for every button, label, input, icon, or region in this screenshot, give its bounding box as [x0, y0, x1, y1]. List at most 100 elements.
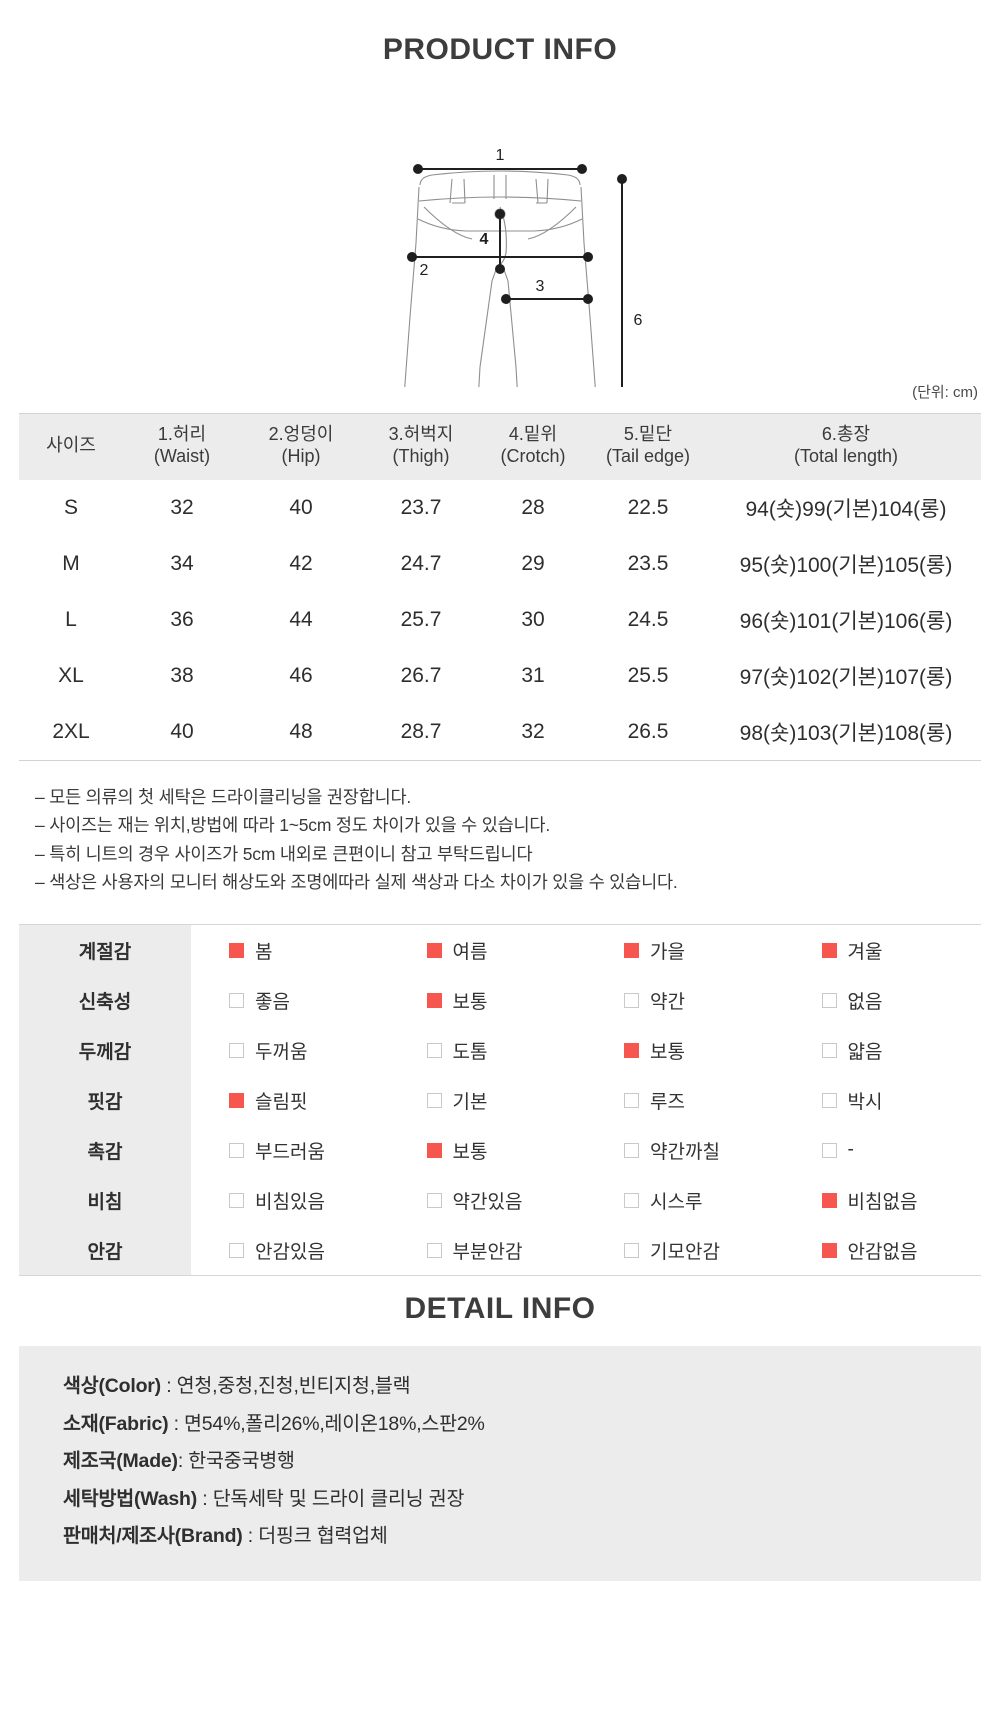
detail-value: 더핑크 협력업체: [258, 1525, 388, 1548]
cell-waist: 32: [123, 479, 241, 536]
attribute-option-slightly-rough[interactable]: 약간까칠: [586, 1137, 784, 1164]
checkbox-unchecked-icon[interactable]: [821, 992, 837, 1008]
attribute-option-label: 기본: [452, 1091, 488, 1113]
attribute-option-no-lining[interactable]: 안감없음: [784, 1237, 982, 1264]
checkbox-unchecked-icon[interactable]: [624, 992, 639, 1008]
attribute-option-opaque[interactable]: 비침없음: [784, 1187, 982, 1214]
detail-value: 연청,중청,진청,빈티지청,블랙: [176, 1375, 411, 1398]
cell-waist: 36: [123, 591, 241, 648]
attribute-option-good[interactable]: 좋음: [191, 987, 389, 1014]
pants-measurement-diagram: 1 2 3 4 5 6: [0, 67, 1000, 387]
checkbox-unchecked-icon[interactable]: [229, 1242, 244, 1258]
diagram-marker-3: 3: [536, 278, 545, 295]
checkbox-unchecked-icon[interactable]: [229, 1192, 244, 1208]
checkbox-unchecked-icon[interactable]: [624, 1092, 639, 1108]
attribute-options: 두꺼움 도톰 보통 얇음: [191, 1025, 982, 1076]
attribute-option-thick[interactable]: 두꺼움: [191, 1037, 389, 1064]
attribute-option-medium-thick[interactable]: 도톰: [389, 1037, 587, 1064]
checkbox-unchecked-icon[interactable]: [426, 1192, 442, 1208]
attribute-option-winter[interactable]: 겨울: [784, 937, 982, 964]
attribute-option-loose[interactable]: 루즈: [586, 1087, 784, 1114]
attribute-label: 촉감: [19, 1125, 191, 1176]
attribute-label: 안감: [19, 1225, 191, 1276]
attribute-option-partial-lining[interactable]: 부분안감: [389, 1237, 587, 1264]
checkbox-checked-icon[interactable]: [426, 1142, 442, 1158]
cell-total: 94(숏)99(기본)104(롱): [711, 479, 981, 536]
checkbox-unchecked-icon[interactable]: [624, 1142, 639, 1158]
checkbox-unchecked-icon[interactable]: [229, 1142, 244, 1158]
attribute-option-label: 겨울: [847, 941, 883, 963]
checkbox-checked-icon[interactable]: [229, 1092, 244, 1108]
cell-tail: 24.5: [585, 591, 711, 648]
checkbox-unchecked-icon[interactable]: [624, 1192, 639, 1208]
attribute-option-normal[interactable]: 보통: [389, 987, 587, 1014]
checkbox-unchecked-icon[interactable]: [426, 1042, 442, 1058]
header-thigh: 3.허벅지 (Thigh): [388, 424, 454, 466]
header-hip: 2.엉덩이 (Hip): [268, 424, 334, 466]
cell-waist: 40: [123, 703, 241, 761]
detail-info-block: 색상(Color) : 연청,중청,진청,빈티지청,블랙 소재(Fabric) …: [19, 1346, 981, 1582]
checkbox-unchecked-icon[interactable]: [229, 992, 244, 1008]
attribute-options: 부드러움 보통 약간까칠 -: [191, 1125, 982, 1176]
checkbox-checked-icon[interactable]: [821, 942, 837, 958]
checkbox-checked-icon[interactable]: [821, 1192, 837, 1208]
attribute-option-slight[interactable]: 약간있음: [389, 1187, 587, 1214]
checkbox-unchecked-icon[interactable]: [821, 1092, 837, 1108]
attribute-option-basic[interactable]: 기본: [389, 1087, 587, 1114]
attribute-option-label: 안감있음: [255, 1241, 325, 1263]
attribute-option-soft[interactable]: 부드러움: [191, 1137, 389, 1164]
attribute-option-label: 약간까칠: [650, 1141, 720, 1163]
cell-size: S: [19, 479, 123, 536]
checkbox-checked-icon[interactable]: [229, 942, 244, 958]
cell-crotch: 29: [481, 535, 585, 592]
detail-line-wash: 세탁방법(Wash) : 단독세탁 및 드라이 클리닝 권장: [63, 1481, 981, 1518]
size-table: 사이즈 1.허리 (Waist) 2.엉덩이 (Hip) 3.허벅지 (Thig…: [19, 413, 981, 761]
checkbox-checked-icon[interactable]: [426, 992, 442, 1008]
checkbox-checked-icon[interactable]: [624, 1042, 639, 1058]
note-line: – 사이즈는 재는 위치,방법에 따라 1~5cm 정도 차이가 있을 수 있습…: [35, 815, 550, 836]
checkbox-unchecked-icon[interactable]: [821, 1142, 837, 1158]
attribute-option-label: 부분안감: [452, 1241, 523, 1263]
attribute-option-slim-fit[interactable]: 슬림핏: [191, 1087, 389, 1114]
attribute-option-lined[interactable]: 안감있음: [191, 1237, 389, 1264]
checkbox-unchecked-icon[interactable]: [229, 1042, 244, 1058]
attribute-label: 두께감: [19, 1025, 191, 1076]
attribute-option-normal[interactable]: 보통: [586, 1037, 784, 1064]
attribute-option-autumn[interactable]: 가을: [586, 937, 784, 964]
attribute-option-normal[interactable]: 보통: [389, 1137, 587, 1164]
cell-crotch: 31: [481, 647, 585, 704]
attribute-options: 슬림핏 기본 루즈 박시: [191, 1075, 982, 1126]
cell-total: 95(숏)100(기본)105(롱): [711, 535, 981, 592]
attribute-option-none[interactable]: -: [784, 1139, 982, 1161]
cell-tail: 23.5: [585, 535, 711, 592]
cell-hip: 42: [241, 535, 361, 592]
attribute-option-fleece-lining[interactable]: 기모안감: [586, 1237, 784, 1264]
detail-label: 판매처/제조사(Brand): [63, 1525, 243, 1548]
attribute-option-label: 봄: [255, 941, 273, 963]
page-title: PRODUCT INFO: [382, 33, 618, 66]
checkbox-checked-icon[interactable]: [426, 942, 442, 958]
attribute-option-label: 보통: [452, 991, 488, 1013]
cell-thigh: 24.7: [361, 535, 481, 592]
header-crotch: 4.밑위 (Crotch): [500, 424, 566, 466]
checkbox-checked-icon[interactable]: [821, 1242, 837, 1258]
checkbox-unchecked-icon[interactable]: [624, 1242, 639, 1258]
attribute-option-none[interactable]: 없음: [784, 987, 982, 1014]
checkbox-checked-icon[interactable]: [624, 942, 639, 958]
attribute-option-spring[interactable]: 봄: [191, 937, 389, 964]
checkbox-unchecked-icon[interactable]: [426, 1092, 442, 1108]
checkbox-unchecked-icon[interactable]: [821, 1042, 837, 1058]
attribute-option-label: 비침없음: [847, 1191, 918, 1213]
attribute-option-slight[interactable]: 약간: [586, 987, 784, 1014]
diagram-marker-6: 6: [634, 312, 643, 329]
attribute-option-summer[interactable]: 여름: [389, 937, 587, 964]
attribute-option-sheer[interactable]: 시스루: [586, 1187, 784, 1214]
attribute-option-label: 두꺼움: [255, 1041, 308, 1063]
checkbox-unchecked-icon[interactable]: [426, 1242, 442, 1258]
cell-size: XL: [19, 647, 123, 704]
cell-crotch: 28: [481, 479, 585, 536]
note-line: – 색상은 사용자의 모니터 해상도와 조명에따라 실제 색상과 다소 차이가 …: [35, 871, 678, 892]
attribute-option-boxy[interactable]: 박시: [784, 1087, 982, 1114]
attribute-option-see-through[interactable]: 비침있음: [191, 1187, 389, 1214]
attribute-option-thin[interactable]: 얇음: [784, 1037, 982, 1064]
